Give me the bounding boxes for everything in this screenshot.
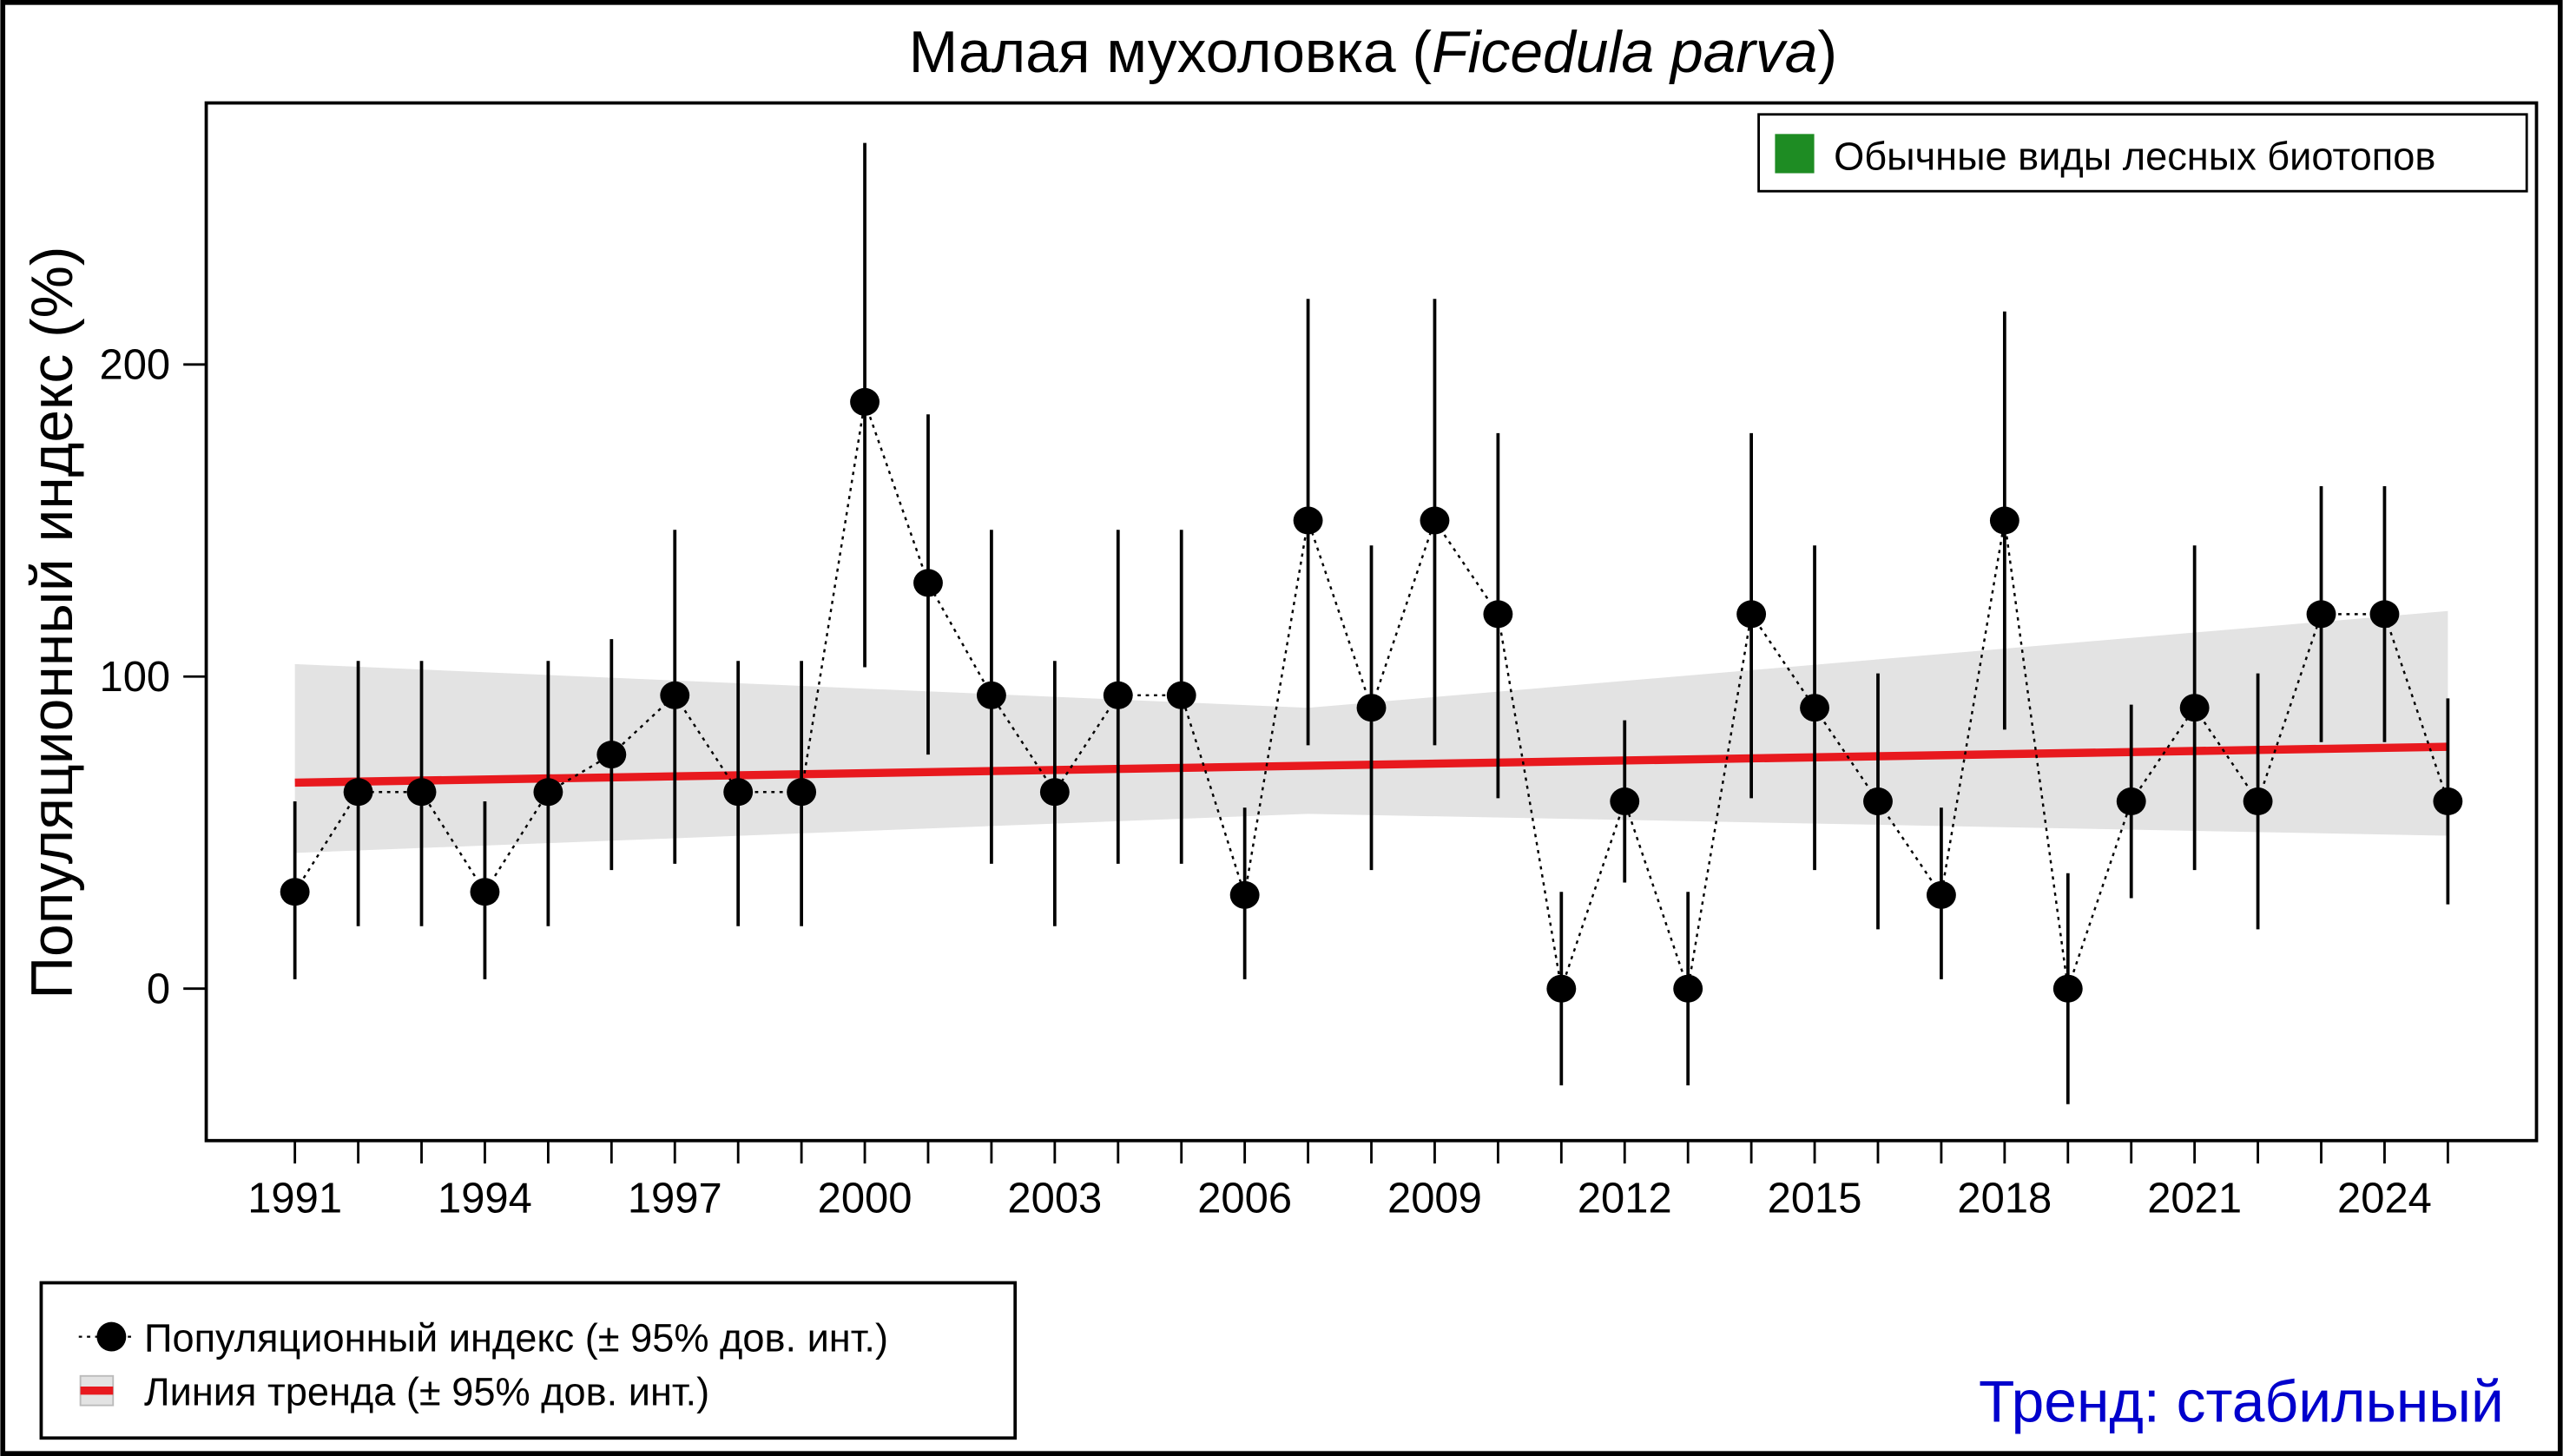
data-point-1993: [406, 778, 437, 807]
x-tick-label-2006: 2006: [1197, 1176, 1292, 1222]
data-point-2017: [1926, 880, 1956, 909]
data-point-2009: [1420, 506, 1450, 535]
group-legend: Обычные виды лесных биотопов: [1757, 113, 2528, 193]
x-tick-label-2009: 2009: [1387, 1176, 1482, 1222]
y-tick-label-0: 0: [147, 966, 170, 1013]
data-point-2023: [2306, 600, 2336, 629]
x-tick-label-2003: 2003: [1007, 1176, 1102, 1222]
x-tick-label-1997: 1997: [628, 1176, 722, 1222]
data-point-1995: [533, 778, 563, 807]
data-point-1999: [787, 778, 817, 807]
data-point-1998: [723, 778, 754, 807]
data-point-2013: [1673, 974, 1703, 1003]
data-point-2001: [913, 569, 943, 597]
x-tick-label-2000: 2000: [818, 1176, 913, 1222]
data-point-1992: [343, 778, 373, 807]
data-point-2012: [1610, 787, 1640, 816]
x-tick-label-2012: 2012: [1578, 1176, 1672, 1222]
y-axis-label: Популяционный индекс (%): [20, 247, 85, 999]
legend-trend-label: Линия тренда (± 95% дов. инт.): [144, 1370, 709, 1414]
group-legend-box: [1757, 113, 2528, 193]
group-legend-label: Обычные виды лесных биотопов: [1834, 135, 2435, 179]
index-connector-line: [293, 401, 2449, 990]
data-point-1994: [470, 878, 500, 906]
data-point-2000: [850, 387, 880, 416]
data-point-2019: [2052, 974, 2083, 1003]
data-point-2024: [2369, 600, 2400, 629]
x-tick-label-2015: 2015: [1768, 1176, 1862, 1222]
data-point-2014: [1736, 600, 1767, 629]
data-point-2025: [2433, 787, 2463, 816]
y-tick-label-100: 100: [100, 654, 171, 701]
data-point-2015: [1800, 694, 1829, 722]
data-point-2011: [1546, 974, 1577, 1003]
data-point-2020: [2116, 787, 2146, 816]
y-tick-label-200: 200: [100, 342, 171, 389]
data-point-2018: [1989, 506, 2019, 535]
data-point-1997: [660, 681, 690, 709]
data-point-2005: [1166, 681, 1196, 709]
data-point-2021: [2179, 694, 2210, 722]
chart-title: Малая мухоловка (Ficedula parva): [909, 20, 1837, 85]
series-legend-box: [39, 1281, 1018, 1440]
trend-status: Тренд: стабильный: [1979, 1369, 2504, 1434]
series-legend: Популяционный индекс (± 95% дов. инт.) Л…: [39, 1281, 1018, 1440]
group-color-swatch: [1775, 134, 1815, 174]
x-tick-label-1994: 1994: [438, 1176, 532, 1222]
data-point-2004: [1103, 681, 1133, 709]
data-point-1991: [280, 878, 310, 906]
data-point-2010: [1483, 600, 1513, 629]
data-point-2006: [1229, 880, 1260, 909]
data-point-2008: [1356, 694, 1387, 722]
data-point-2022: [2243, 787, 2273, 816]
data-point-2007: [1293, 506, 1323, 535]
data-point-1996: [596, 741, 627, 769]
data-point-2016: [1863, 787, 1893, 816]
x-tick-label-2024: 2024: [2337, 1176, 2432, 1222]
legend-index-marker: [96, 1321, 127, 1352]
data-point-2003: [1039, 778, 1070, 807]
legend-index-label: Популяционный индекс (± 95% дов. инт.): [144, 1316, 888, 1360]
x-tick-label-1991: 1991: [247, 1176, 342, 1222]
x-tick-label-2018: 2018: [1957, 1176, 2052, 1222]
data-point-2002: [976, 681, 1006, 709]
x-tick-label-2021: 2021: [2147, 1176, 2242, 1222]
